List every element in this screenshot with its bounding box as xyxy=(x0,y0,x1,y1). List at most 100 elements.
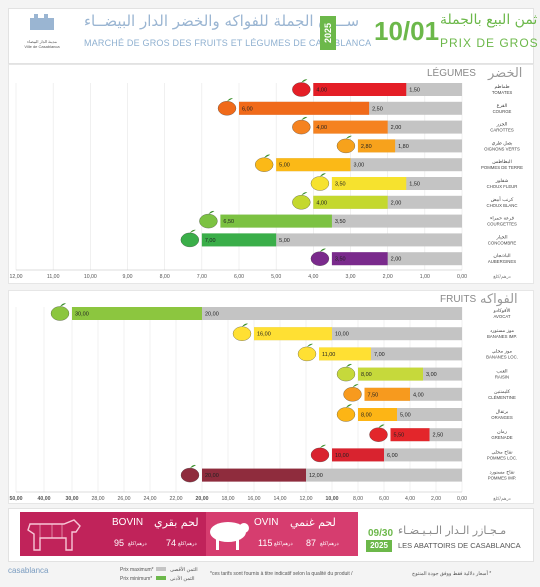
price-date: 10/01 xyxy=(374,16,440,46)
pomegranate-icon xyxy=(369,424,388,442)
x-tick-label: 4,00 xyxy=(308,274,318,280)
x-tick-label: 9,00 xyxy=(122,274,132,280)
x-tick-label: 4,00 xyxy=(405,496,415,502)
abattoirs-date: 09/30 xyxy=(368,528,394,539)
price-range-bar xyxy=(331,177,407,190)
min-price-label: 2,00 xyxy=(391,200,402,206)
legumes-title: LÉGUMES xyxy=(427,68,476,79)
x-tick-label: 26,00 xyxy=(118,496,131,502)
footer-note-fr: *ces tarifs sont fournis à titre indicat… xyxy=(210,571,353,577)
price-range-bar xyxy=(220,214,332,228)
price-range-bar xyxy=(358,367,423,381)
product-label-fr: BANANES IMP. xyxy=(487,334,517,339)
price-title-fr: PRIX DE GROS xyxy=(440,36,539,50)
product-label-ar: تفاح مستورد xyxy=(489,470,515,476)
price-range-bar xyxy=(332,448,384,462)
grape-icon xyxy=(336,363,356,382)
price-range-bar xyxy=(313,83,407,96)
max-price-label: 6,50 xyxy=(223,219,234,225)
x-tick-label: 24,00 xyxy=(144,496,157,502)
product-label-fr: ORANGES xyxy=(491,415,513,420)
footer-note-ar: أسعار دلالية فقط ووفق جودة المنتوج * xyxy=(412,571,492,577)
min-price-label: 3,50 xyxy=(335,219,346,225)
x-tick-label: 5,00 xyxy=(271,274,281,280)
x-tick-label: 3,00 xyxy=(345,274,355,280)
price-range-bar xyxy=(202,468,306,482)
zucchini-icon xyxy=(199,210,218,229)
price-range-bar xyxy=(254,327,332,341)
product-label-fr: GRENADE xyxy=(491,435,512,440)
max-price-label: 6,00 xyxy=(242,106,253,112)
price-range-bar xyxy=(319,347,371,361)
market-title-ar: ســوق الجملة للفواكه والخضر الدار البيضـ… xyxy=(84,12,360,30)
max-price-label: 8,00 xyxy=(361,413,372,419)
product-label-ar: كرنب أبيض xyxy=(491,196,514,203)
x-tick-label: 14,00 xyxy=(274,496,287,502)
min-price-label: 3,00 xyxy=(426,372,437,378)
product-label-ar: الباذنجان xyxy=(493,253,510,259)
x-tick-label: 2,00 xyxy=(431,496,441,502)
sheep-icon xyxy=(210,522,249,550)
max-price-label: 7,50 xyxy=(368,392,379,398)
x-tick-label: 8,00 xyxy=(160,274,170,280)
x-tick-label: 16,00 xyxy=(248,496,261,502)
product-label-ar: البطاطس xyxy=(492,159,512,165)
bovin-name: BOVIN xyxy=(112,517,144,528)
ovin-unit-2: درهم/كلغ xyxy=(320,541,339,547)
product-label-ar: العنب xyxy=(496,369,507,375)
price-range-bar xyxy=(239,101,370,115)
min-price-label: 1,50 xyxy=(409,88,420,94)
carrot-icon xyxy=(292,116,311,135)
price-range-bar xyxy=(276,158,351,172)
x-tick-label: 40,00 xyxy=(38,496,51,502)
product-label-ar: الجزر xyxy=(496,122,508,128)
logo-line-ar: مدينة الدار البيضاء xyxy=(27,39,57,44)
header-banner xyxy=(8,8,534,64)
min-price-label: 1,80 xyxy=(398,144,409,150)
max-price-label: 7,00 xyxy=(205,238,216,244)
x-tick-label: 6,00 xyxy=(234,274,244,280)
legend-max-label-ar: الثمن الأقصى xyxy=(170,567,198,573)
product-label-ar: الأفوكادو xyxy=(492,307,510,314)
eggplant-icon xyxy=(310,248,330,266)
legumes-panel xyxy=(8,64,534,284)
bovin-name-ar: لحم بقري xyxy=(154,516,199,529)
x-tick-label: 12,00 xyxy=(10,274,23,280)
min-price-label: 5,00 xyxy=(400,413,411,419)
max-price-label: 10,00 xyxy=(335,453,349,459)
max-price-label: 3,50 xyxy=(335,182,346,188)
potato-icon xyxy=(255,154,274,172)
legend-max-swatch xyxy=(156,567,166,571)
x-tick-label: 6,00 xyxy=(379,496,389,502)
price-range-bar xyxy=(390,428,430,442)
cabbage-icon xyxy=(292,192,311,210)
ovin-name-ar: لحم غنمي xyxy=(290,516,336,529)
product-label-fr: CLÉMENTINE xyxy=(488,395,516,400)
legend-min-label: Prix minimum* xyxy=(120,576,153,582)
product-label-ar: الخيار xyxy=(495,234,507,240)
casablanca-logo-icon xyxy=(30,14,54,30)
green-onion-icon xyxy=(336,135,356,154)
max-price-label: 2,80 xyxy=(361,144,372,150)
abattoirs-title-ar: مـجـازر الـدار الـبـيـضـاء xyxy=(398,524,507,537)
unit-label: درهم/كلغ xyxy=(493,274,510,280)
price-range-bar xyxy=(358,408,397,421)
banana-icon xyxy=(232,323,252,341)
price-range-bar xyxy=(331,252,388,266)
legend-min-label-ar: الثمن الأدنى xyxy=(170,576,195,582)
bovin-unit-2: درهم/كلغ xyxy=(178,541,197,547)
cucumber-icon xyxy=(180,229,199,248)
product-label-fr: POMMES DE TERRE xyxy=(481,165,523,170)
min-price-label: 4,00 xyxy=(413,392,424,398)
pumpkin-icon xyxy=(217,98,237,116)
price-title-ar: ثمن البيع بالجملة xyxy=(440,12,538,28)
ovin-max-price: 115 xyxy=(258,538,273,548)
x-tick-label: 30,00 xyxy=(66,496,79,502)
